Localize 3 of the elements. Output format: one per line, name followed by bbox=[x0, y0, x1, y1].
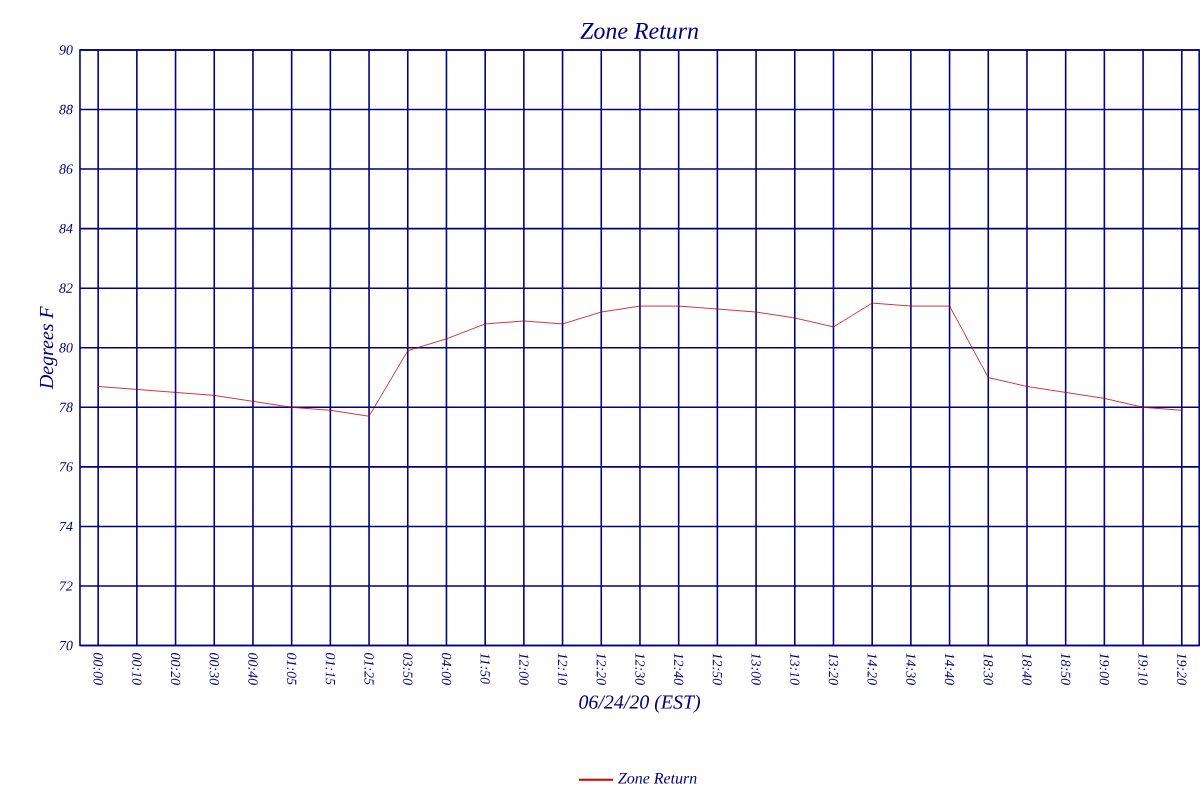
x-axis-title: 06/24/20 (EST) bbox=[579, 695, 701, 714]
chart-title: Zone Return bbox=[580, 23, 698, 40]
y-axis-title: Degrees F bbox=[39, 306, 58, 390]
